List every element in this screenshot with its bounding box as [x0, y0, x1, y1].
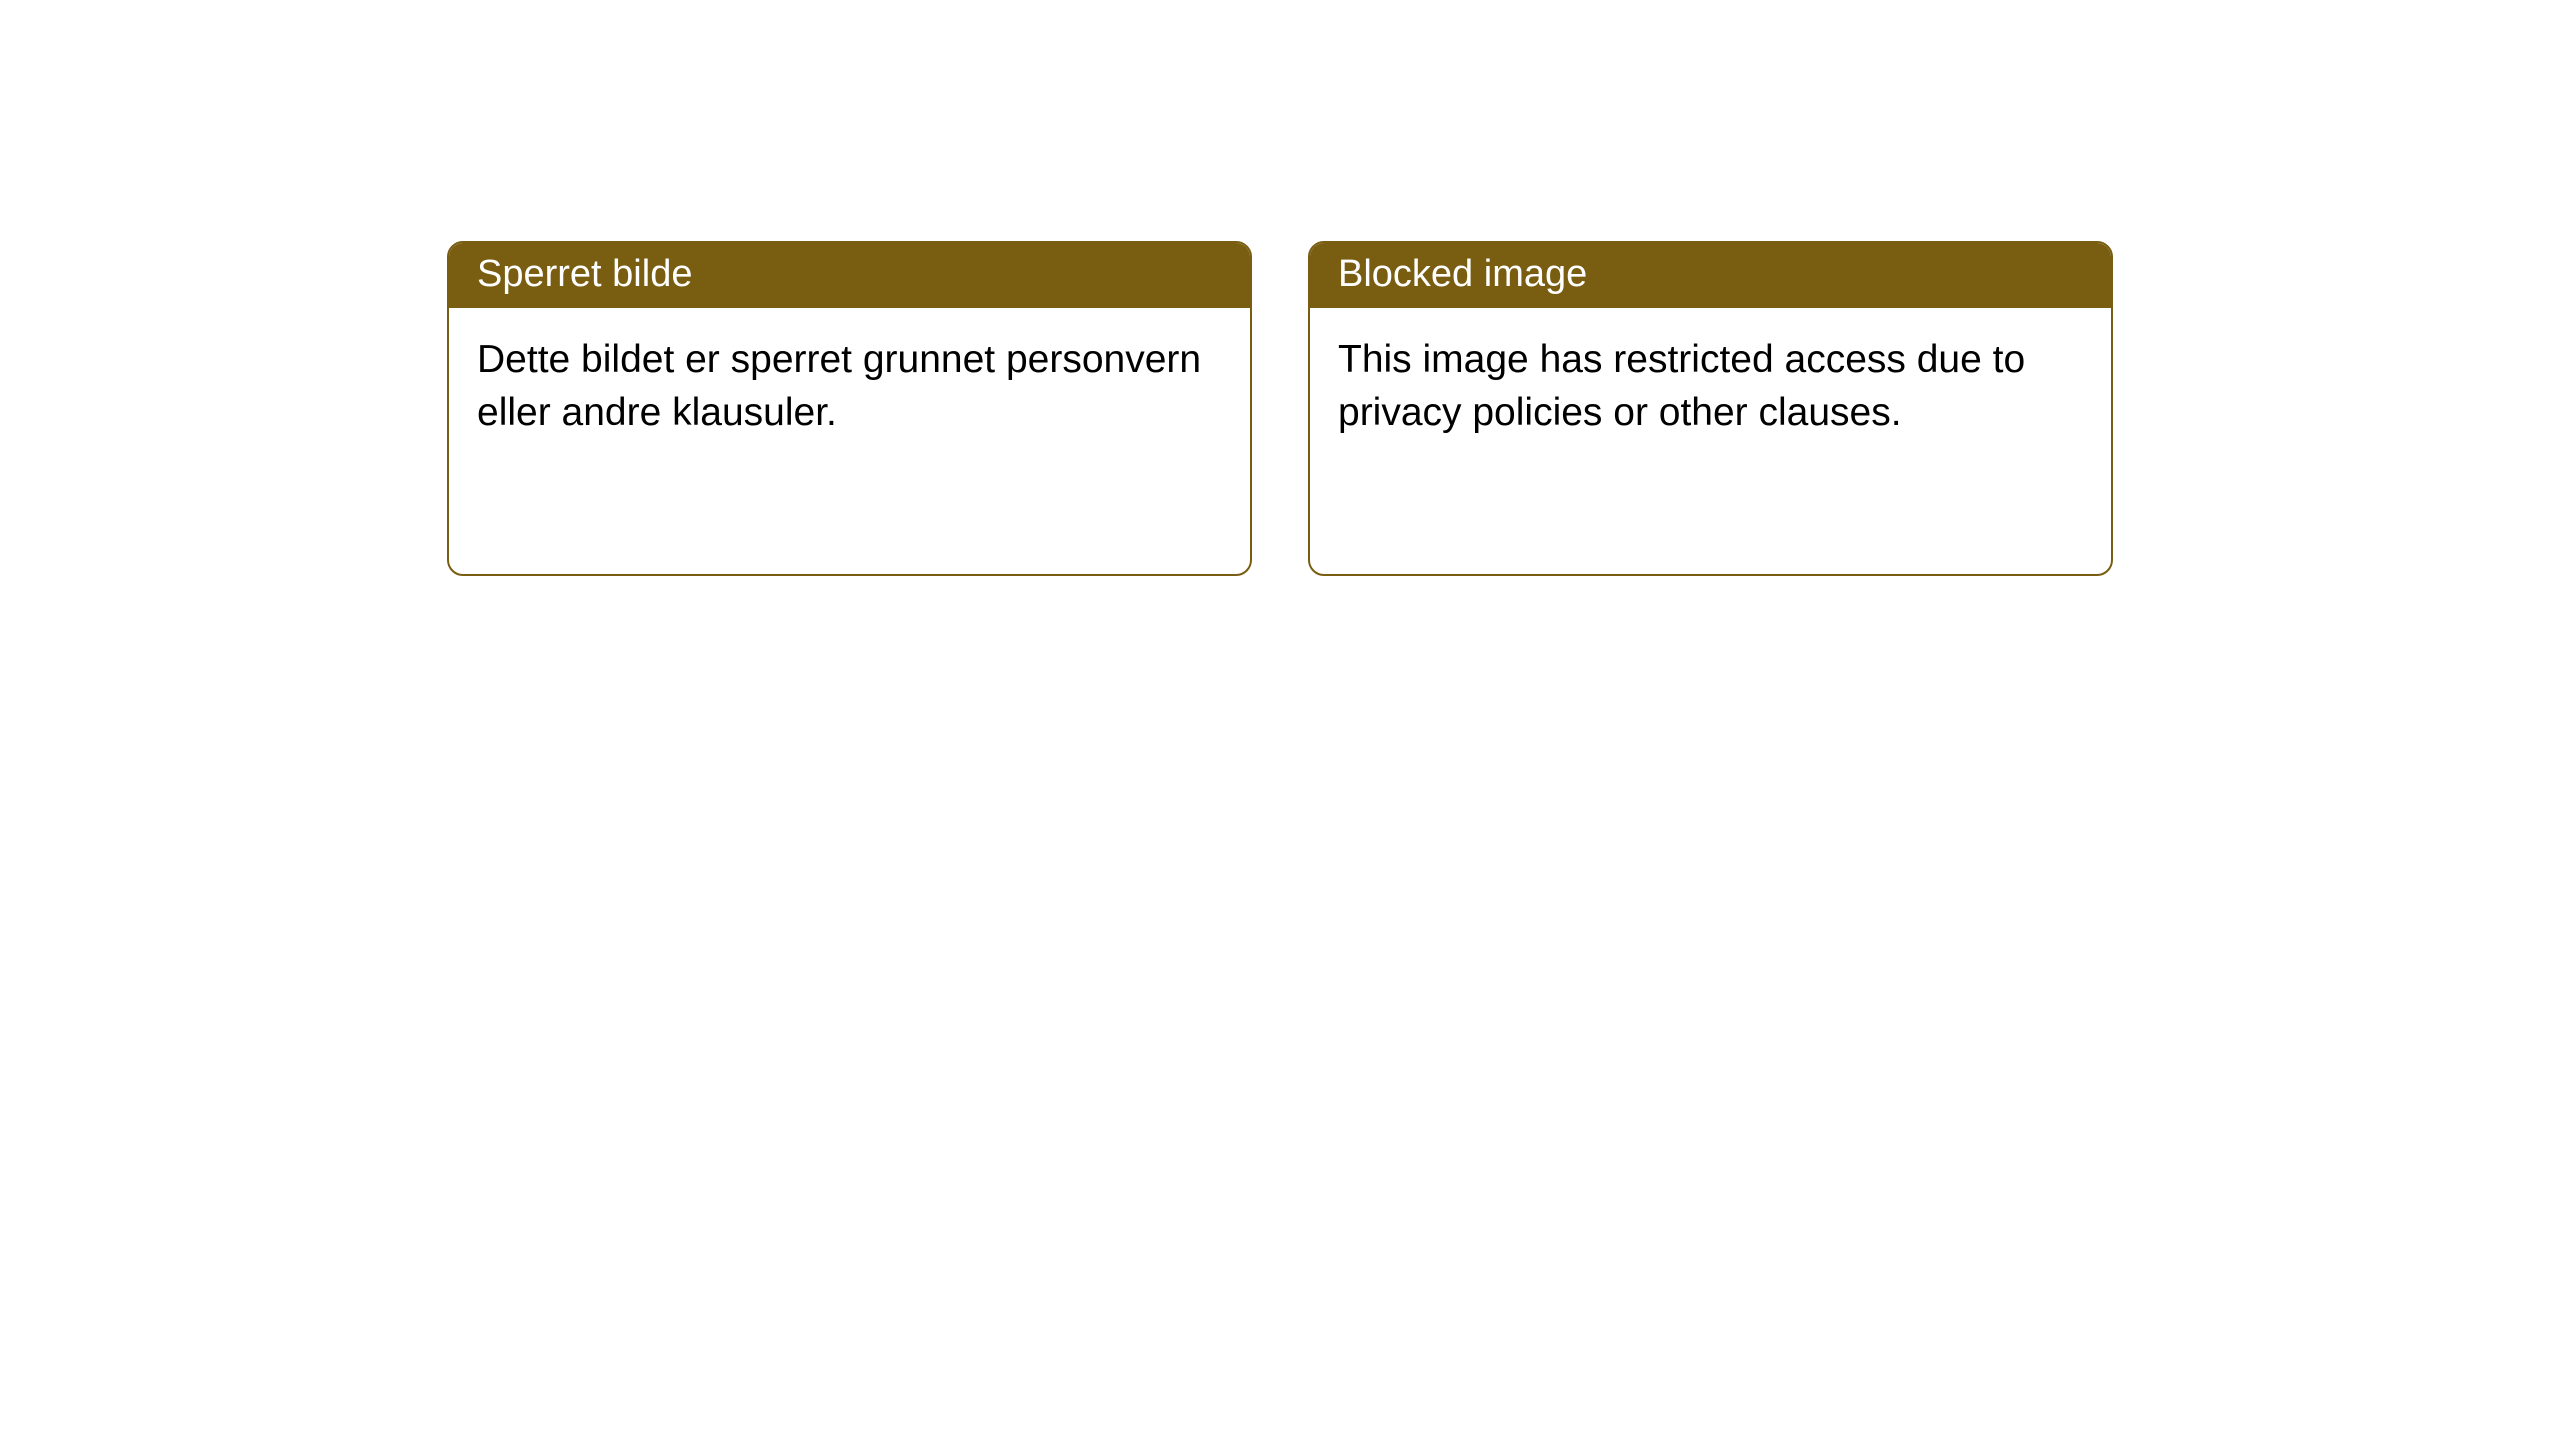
notice-card-english: Blocked image This image has restricted …: [1308, 241, 2113, 576]
notice-header: Blocked image: [1310, 243, 2111, 308]
notice-body: This image has restricted access due to …: [1310, 308, 2111, 574]
notice-header: Sperret bilde: [449, 243, 1250, 308]
notice-card-norwegian: Sperret bilde Dette bildet er sperret gr…: [447, 241, 1252, 576]
notice-body: Dette bildet er sperret grunnet personve…: [449, 308, 1250, 574]
notice-container: Sperret bilde Dette bildet er sperret gr…: [447, 241, 2113, 576]
